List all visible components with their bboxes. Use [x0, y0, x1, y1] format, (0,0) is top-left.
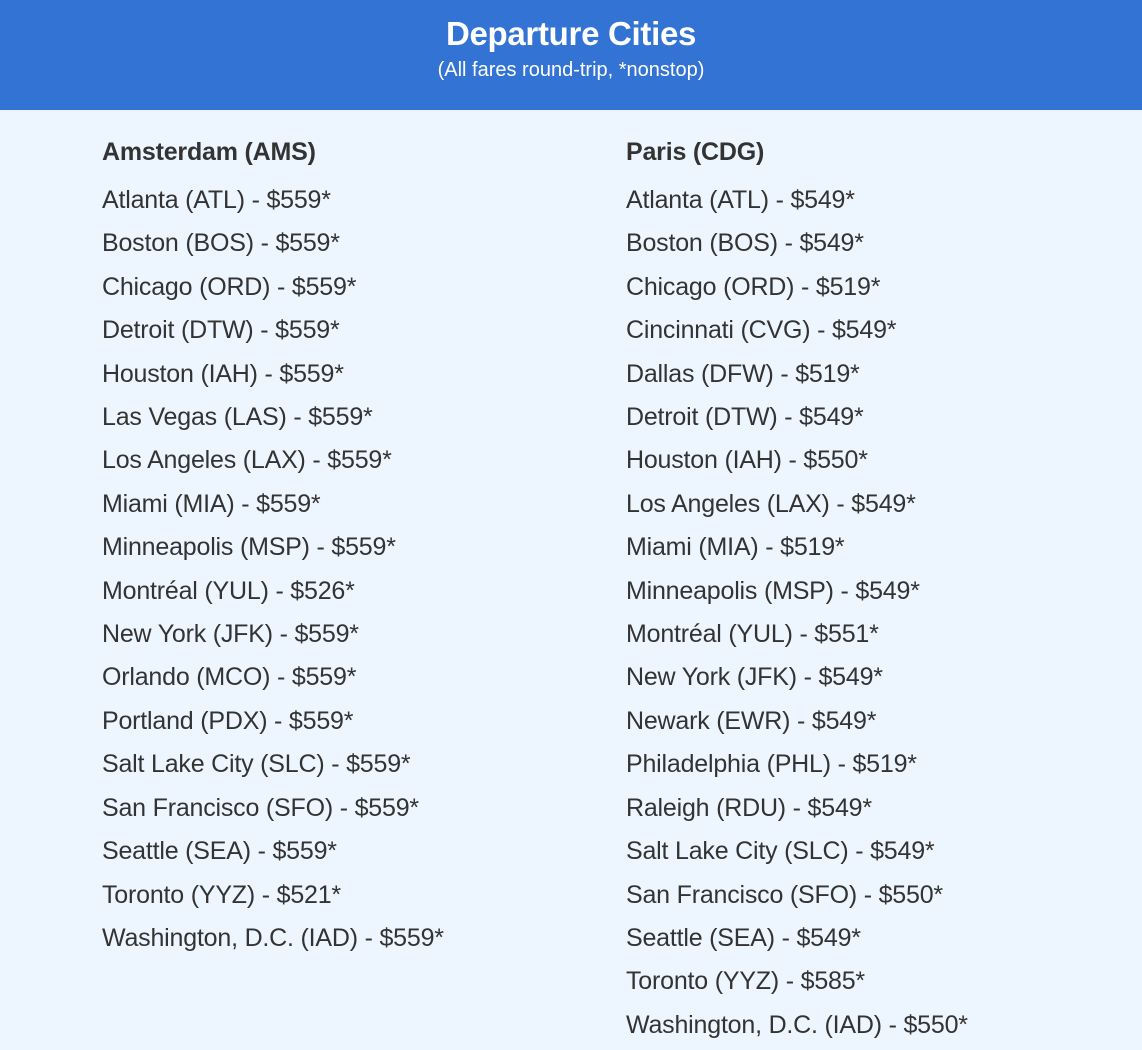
fare-list-item: San Francisco (SFO) - $550*	[626, 880, 943, 909]
fare-list-item: Washington, D.C. (IAD) - $559*	[102, 923, 444, 952]
fare-list-item: Cincinnati (CVG) - $549*	[626, 316, 897, 345]
fare-list: Atlanta (ATL) - $549* Boston (BOS) - $549…	[626, 179, 968, 1047]
fare-list-item: Toronto (YYZ) - $585*	[626, 967, 865, 996]
fare-list-item: Raleigh (RDU) - $549*	[626, 793, 872, 822]
fare-list-item: Atlanta (ATL) - $549*	[626, 186, 855, 214]
fare-list-item: Portland (PDX) - $559*	[102, 706, 354, 735]
fare-list-item: Philadelphia (PHL) - $519*	[626, 750, 917, 779]
column-amsterdam: Amsterdam (AMS) Atlanta (ATL) - $559* Bos…	[102, 136, 444, 960]
fare-list-item: New York (JFK) - $549*	[626, 663, 883, 692]
fare-list-item: Montréal (YUL) - $551*	[626, 620, 879, 649]
fare-list-item: Seattle (SEA) - $559*	[102, 837, 337, 866]
fare-list-item: Los Angeles (LAX) - $559*	[102, 446, 392, 475]
fare-list-item: Houston (IAH) - $550*	[626, 446, 868, 475]
fare-list-item: Salt Lake City (SLC) - $549*	[626, 837, 935, 866]
header-banner: Departure Cities (All fares round-trip, …	[0, 0, 1142, 110]
fare-list-item: Newark (EWR) - $549*	[626, 706, 877, 735]
fare-list-item: Detroit (DTW) - $559*	[102, 316, 340, 345]
fare-list-item: Toronto (YYZ) - $521*	[102, 880, 341, 909]
fare-list-item: San Francisco (SFO) - $559*	[102, 793, 419, 822]
column-title: Amsterdam (AMS)	[102, 138, 316, 166]
fare-list-item: Houston (IAH) - $559*	[102, 359, 344, 388]
fare-list-item: Chicago (ORD) - $519*	[626, 272, 881, 301]
fare-list-item: Detroit (DTW) - $549*	[626, 403, 864, 432]
column-title: Paris (CDG)	[626, 138, 765, 166]
fare-list-item: Boston (BOS) - $559*	[102, 229, 340, 258]
fare-list-item: Seattle (SEA) - $549*	[626, 923, 861, 952]
fare-list-item: Dallas (DFW) - $519*	[626, 359, 860, 388]
fare-list-item: New York (JFK) - $559*	[102, 620, 359, 649]
fare-list-item: Salt Lake City (SLC) - $559*	[102, 750, 411, 779]
fare-list-item: Minneapolis (MSP) - $549*	[626, 576, 920, 605]
column-paris: Paris (CDG) Atlanta (ATL) - $549* Boston …	[626, 136, 968, 1047]
fare-list: Atlanta (ATL) - $559* Boston (BOS) - $559…	[102, 179, 444, 960]
page-title: Departure Cities	[445, 15, 697, 52]
fare-list-item: Las Vegas (LAS) - $559*	[102, 403, 373, 432]
fare-list-item: Chicago (ORD) - $559*	[102, 272, 357, 301]
fare-list-item: Washington, D.C. (IAD) - $550*	[626, 1010, 968, 1039]
fare-list-item: Miami (MIA) - $519*	[626, 533, 845, 562]
page-subtitle: (All fares round-trip, *nonstop)	[437, 59, 705, 81]
fare-list-item: Montréal (YUL) - $526*	[102, 576, 355, 605]
fare-list-item: Boston (BOS) - $549*	[626, 229, 864, 258]
fare-list-item: Minneapolis (MSP) - $559*	[102, 533, 396, 562]
fare-list-item: Los Angeles (LAX) - $549*	[626, 489, 916, 518]
fare-list-item: Miami (MIA) - $559*	[102, 489, 321, 518]
fare-list-item: Orlando (MCO) - $559*	[102, 663, 357, 692]
fare-list-item: Atlanta (ATL) - $559*	[102, 186, 331, 214]
